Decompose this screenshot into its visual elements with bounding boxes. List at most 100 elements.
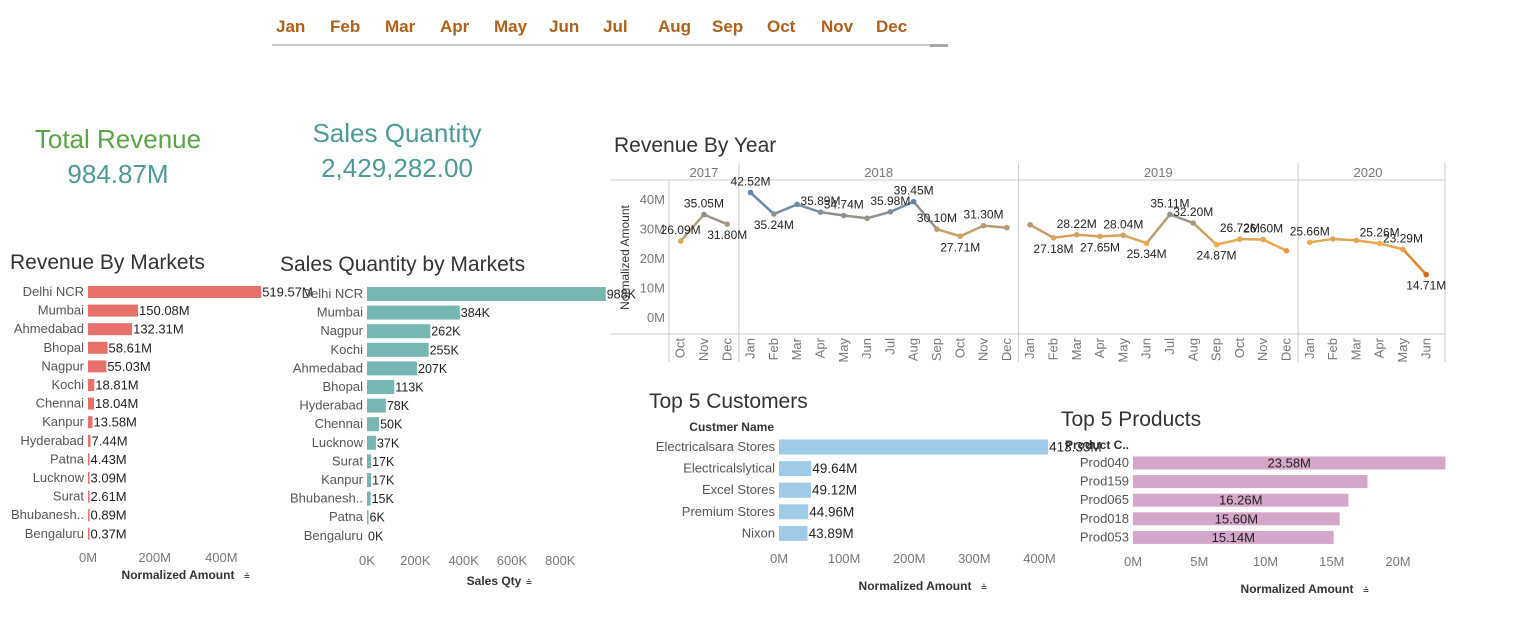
bar[interactable] [88, 360, 107, 373]
top-customers-chart: Top 5 Customers Custmer Name Electricalsar… [649, 390, 1102, 593]
data-point[interactable] [910, 198, 917, 205]
x-tick-label: 20M [1385, 554, 1410, 569]
series-line [1379, 242, 1404, 251]
data-point[interactable] [1260, 236, 1266, 243]
bar[interactable] [367, 417, 380, 432]
month-filter-may[interactable]: May [494, 17, 528, 36]
bar[interactable] [88, 397, 95, 410]
data-point[interactable] [934, 226, 940, 233]
bar[interactable] [88, 379, 95, 391]
data-point[interactable] [701, 211, 707, 218]
bar[interactable] [88, 527, 90, 540]
data-point[interactable] [747, 189, 754, 196]
bar[interactable] [779, 439, 1049, 455]
data-point[interactable] [1213, 241, 1220, 248]
month-filter-jun[interactable]: Jun [549, 17, 580, 36]
month-tick-label: Sep [1209, 338, 1224, 361]
data-point[interactable] [1143, 240, 1150, 247]
bar[interactable] [1133, 493, 1349, 507]
data-point[interactable] [1353, 237, 1360, 244]
bar[interactable] [88, 304, 139, 317]
data-point[interactable] [1097, 233, 1103, 240]
data-point[interactable] [1376, 240, 1383, 247]
x-tick-label: 15M [1319, 554, 1344, 569]
data-point[interactable] [1050, 235, 1057, 241]
bar[interactable] [88, 416, 93, 429]
data-point[interactable] [887, 209, 894, 215]
data-point[interactable] [1400, 246, 1406, 253]
bar[interactable] [367, 491, 371, 506]
data-point[interactable] [1330, 236, 1336, 242]
bar[interactable] [88, 341, 108, 354]
bar[interactable] [367, 305, 460, 320]
month-filter-mar[interactable]: Mar [385, 17, 416, 36]
month-tick-label: Jan [743, 338, 758, 359]
month-filter-sep[interactable]: Sep [712, 17, 744, 36]
bar[interactable] [779, 525, 808, 541]
month-filter-dec[interactable]: Dec [876, 17, 908, 36]
data-point[interactable] [1190, 220, 1197, 226]
data-point[interactable] [1306, 239, 1313, 246]
data-point[interactable] [1283, 247, 1290, 254]
bar[interactable] [367, 287, 606, 301]
bar[interactable] [367, 380, 395, 394]
month-filter-feb[interactable]: Feb [330, 17, 361, 36]
month-filter-jul[interactable]: Jul [603, 17, 628, 36]
data-point[interactable] [1120, 232, 1127, 239]
sort-icon[interactable]: ⩮ [526, 577, 532, 588]
data-point[interactable] [980, 222, 987, 229]
data-point[interactable] [1167, 211, 1173, 218]
bar[interactable] [88, 490, 90, 503]
data-point[interactable] [864, 215, 870, 222]
month-filter-aug[interactable]: Aug [658, 17, 692, 36]
bar[interactable] [779, 504, 809, 520]
bar[interactable] [88, 453, 90, 466]
bar[interactable] [1133, 475, 1368, 489]
month-filter-scrollbar[interactable] [272, 44, 948, 47]
bar[interactable] [367, 510, 369, 525]
bar[interactable] [1133, 530, 1334, 544]
bar[interactable] [367, 435, 376, 450]
bar[interactable] [367, 361, 418, 376]
y-tick-label: 30M [640, 222, 665, 237]
sort-icon[interactable]: ⩮ [244, 571, 250, 582]
month-filter-jan[interactable]: Jan [276, 17, 306, 36]
data-point[interactable] [724, 221, 731, 227]
data-point[interactable] [794, 201, 800, 208]
bar[interactable] [88, 286, 262, 298]
data-point[interactable] [1073, 231, 1080, 238]
bar[interactable] [88, 323, 133, 336]
data-point[interactable] [1237, 236, 1243, 242]
data-label: 35.98M [870, 194, 910, 208]
data-point[interactable] [957, 233, 964, 240]
bar[interactable] [88, 509, 90, 522]
bar[interactable] [367, 324, 431, 339]
data-point[interactable] [840, 212, 847, 219]
data-point[interactable] [817, 209, 824, 215]
sort-icon[interactable]: ⩮ [1363, 585, 1369, 596]
data-point[interactable] [1004, 224, 1010, 231]
bar[interactable] [367, 398, 386, 413]
bar[interactable] [1133, 512, 1340, 526]
bar[interactable] [367, 454, 372, 469]
month-filter-apr[interactable]: Apr [440, 17, 470, 36]
bar[interactable] [88, 434, 91, 447]
month-filter-oct[interactable]: Oct [767, 17, 796, 36]
series-line [1053, 233, 1077, 240]
data-point[interactable] [771, 211, 777, 217]
category-label: Bhubanesh.. [290, 491, 363, 506]
bar[interactable] [1133, 456, 1446, 470]
sort-icon[interactable]: ⩮ [981, 582, 987, 593]
data-point[interactable] [1423, 271, 1430, 278]
sales-quantity-value: 2,429,282.00 [321, 153, 473, 183]
data-label: 2.61M [91, 489, 127, 504]
bar[interactable] [88, 472, 90, 484]
month-tick-label: Aug [906, 338, 921, 361]
bar[interactable] [779, 461, 812, 477]
bar[interactable] [367, 342, 429, 357]
bar[interactable] [779, 482, 811, 498]
month-filter-nov[interactable]: Nov [821, 17, 854, 36]
data-point[interactable] [1027, 221, 1033, 228]
data-point[interactable] [677, 238, 684, 244]
bar[interactable] [367, 473, 372, 487]
